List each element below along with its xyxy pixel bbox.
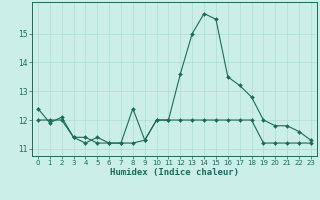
X-axis label: Humidex (Indice chaleur): Humidex (Indice chaleur): [110, 168, 239, 177]
